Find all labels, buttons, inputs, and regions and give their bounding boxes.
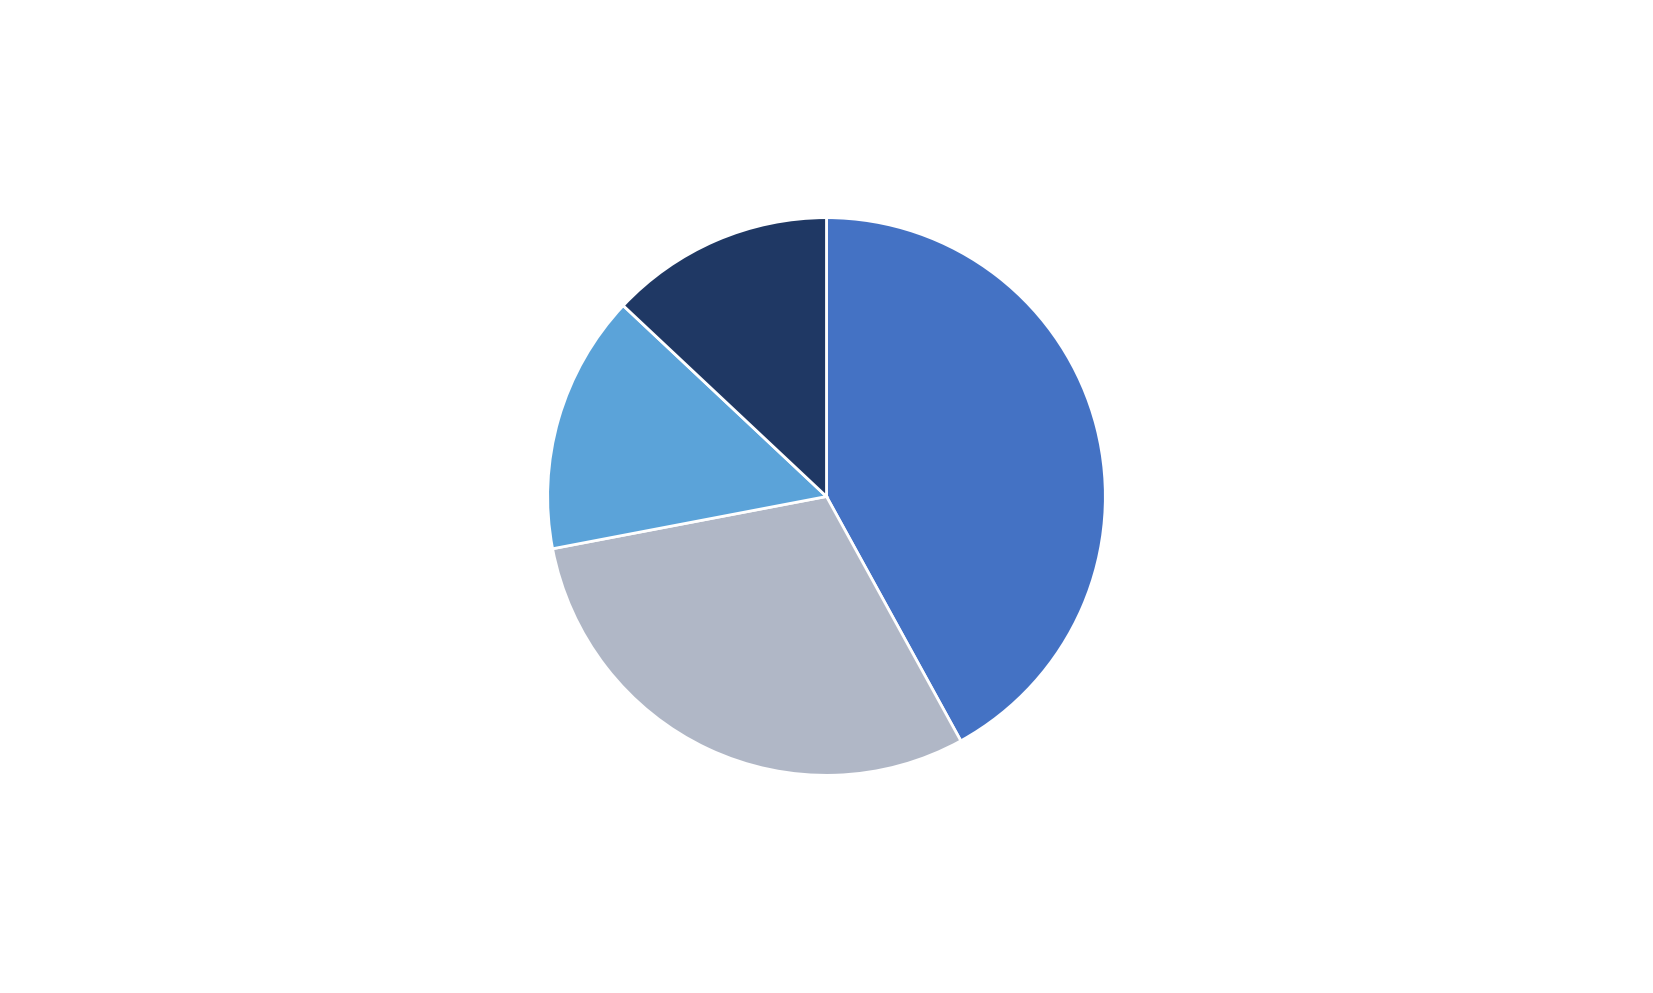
- Wedge shape: [552, 496, 960, 776]
- Wedge shape: [826, 217, 1106, 741]
- Wedge shape: [547, 306, 826, 549]
- Wedge shape: [623, 217, 826, 496]
